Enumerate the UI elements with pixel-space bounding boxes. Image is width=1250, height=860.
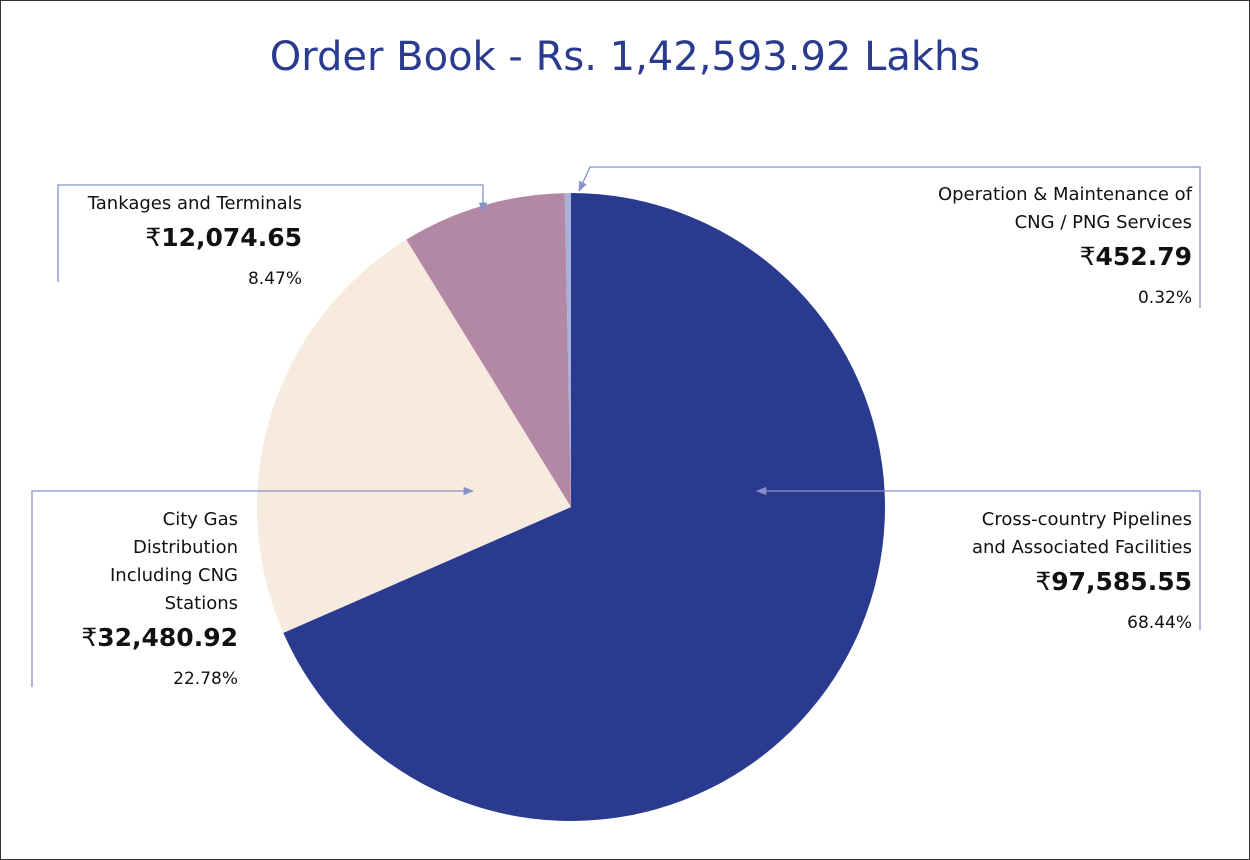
percentage-label: 0.32%	[1137, 288, 1192, 308]
slice-label: Tankages and Terminals ₹12,074.65 8.47%	[88, 190, 302, 300]
amount-label: ₹97,585.55	[972, 562, 1192, 602]
value-label: 12,074.65	[161, 223, 302, 252]
category-label: Operation & Maintenance of CNG / PNG Ser…	[937, 184, 1192, 233]
slice-label: Cross-country Pipelines and Associated F…	[972, 506, 1192, 644]
currency-symbol: ₹	[81, 623, 98, 652]
chart-title: Order Book - Rs. 1,42,593.92 Lakhs	[270, 34, 980, 80]
category-label: City Gas Distribution Including CNG Stat…	[110, 509, 238, 614]
value-label: 32,480.92	[97, 623, 238, 652]
callout	[31, 486, 475, 687]
callout	[578, 166, 1201, 308]
currency-symbol: ₹	[1035, 567, 1052, 596]
pie-slice	[256, 239, 571, 633]
currency-symbol: ₹	[145, 223, 162, 252]
value-label: 452.79	[1095, 242, 1192, 271]
callout	[57, 184, 488, 282]
currency-symbol: ₹	[1079, 242, 1096, 271]
category-label: Cross-country Pipelines and Associated F…	[971, 509, 1192, 558]
amount-label: ₹12,074.65	[88, 218, 302, 258]
slice-label: Operation & Maintenance of CNG / PNG Ser…	[938, 181, 1192, 319]
slice-label: City Gas Distribution Including CNG Stat…	[81, 506, 238, 700]
callout	[755, 486, 1201, 630]
category-label: Tankages and Terminals	[87, 193, 302, 214]
callouts	[31, 166, 1201, 687]
percentage-label: 22.78%	[173, 669, 238, 689]
pie-slice	[406, 193, 571, 507]
percentage-label: 8.47%	[247, 269, 302, 289]
pie-slice	[283, 193, 885, 821]
percentage-label: 68.44%	[1127, 613, 1192, 633]
pie	[256, 193, 885, 821]
amount-label: ₹452.79	[938, 237, 1192, 277]
pie-slice	[564, 193, 571, 507]
amount-label: ₹32,480.92	[81, 618, 238, 658]
value-label: 97,585.55	[1051, 567, 1192, 596]
